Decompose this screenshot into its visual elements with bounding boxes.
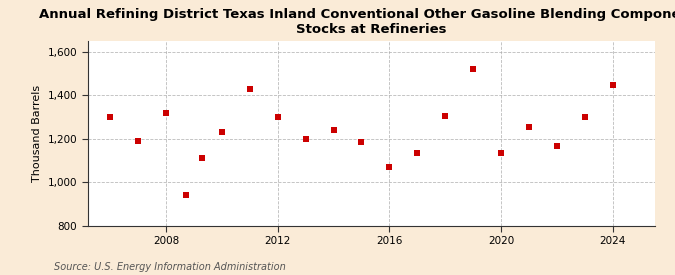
Point <box>105 115 115 119</box>
Point <box>300 137 311 141</box>
Point <box>495 151 506 155</box>
Point <box>524 125 535 129</box>
Point <box>468 67 479 72</box>
Point <box>180 193 191 197</box>
Point <box>440 114 451 118</box>
Point <box>132 139 143 143</box>
Point <box>356 140 367 144</box>
Point <box>608 82 618 87</box>
Point <box>272 115 283 119</box>
Text: Source: U.S. Energy Information Administration: Source: U.S. Energy Information Administ… <box>54 262 286 271</box>
Point <box>328 128 339 132</box>
Point <box>412 151 423 155</box>
Point <box>244 87 255 91</box>
Point <box>580 115 591 119</box>
Point <box>161 111 171 115</box>
Point <box>384 165 395 169</box>
Point <box>551 144 562 148</box>
Point <box>217 130 227 134</box>
Point <box>197 156 208 161</box>
Title: Annual Refining District Texas Inland Conventional Other Gasoline Blending Compo: Annual Refining District Texas Inland Co… <box>38 8 675 36</box>
Y-axis label: Thousand Barrels: Thousand Barrels <box>32 85 42 182</box>
